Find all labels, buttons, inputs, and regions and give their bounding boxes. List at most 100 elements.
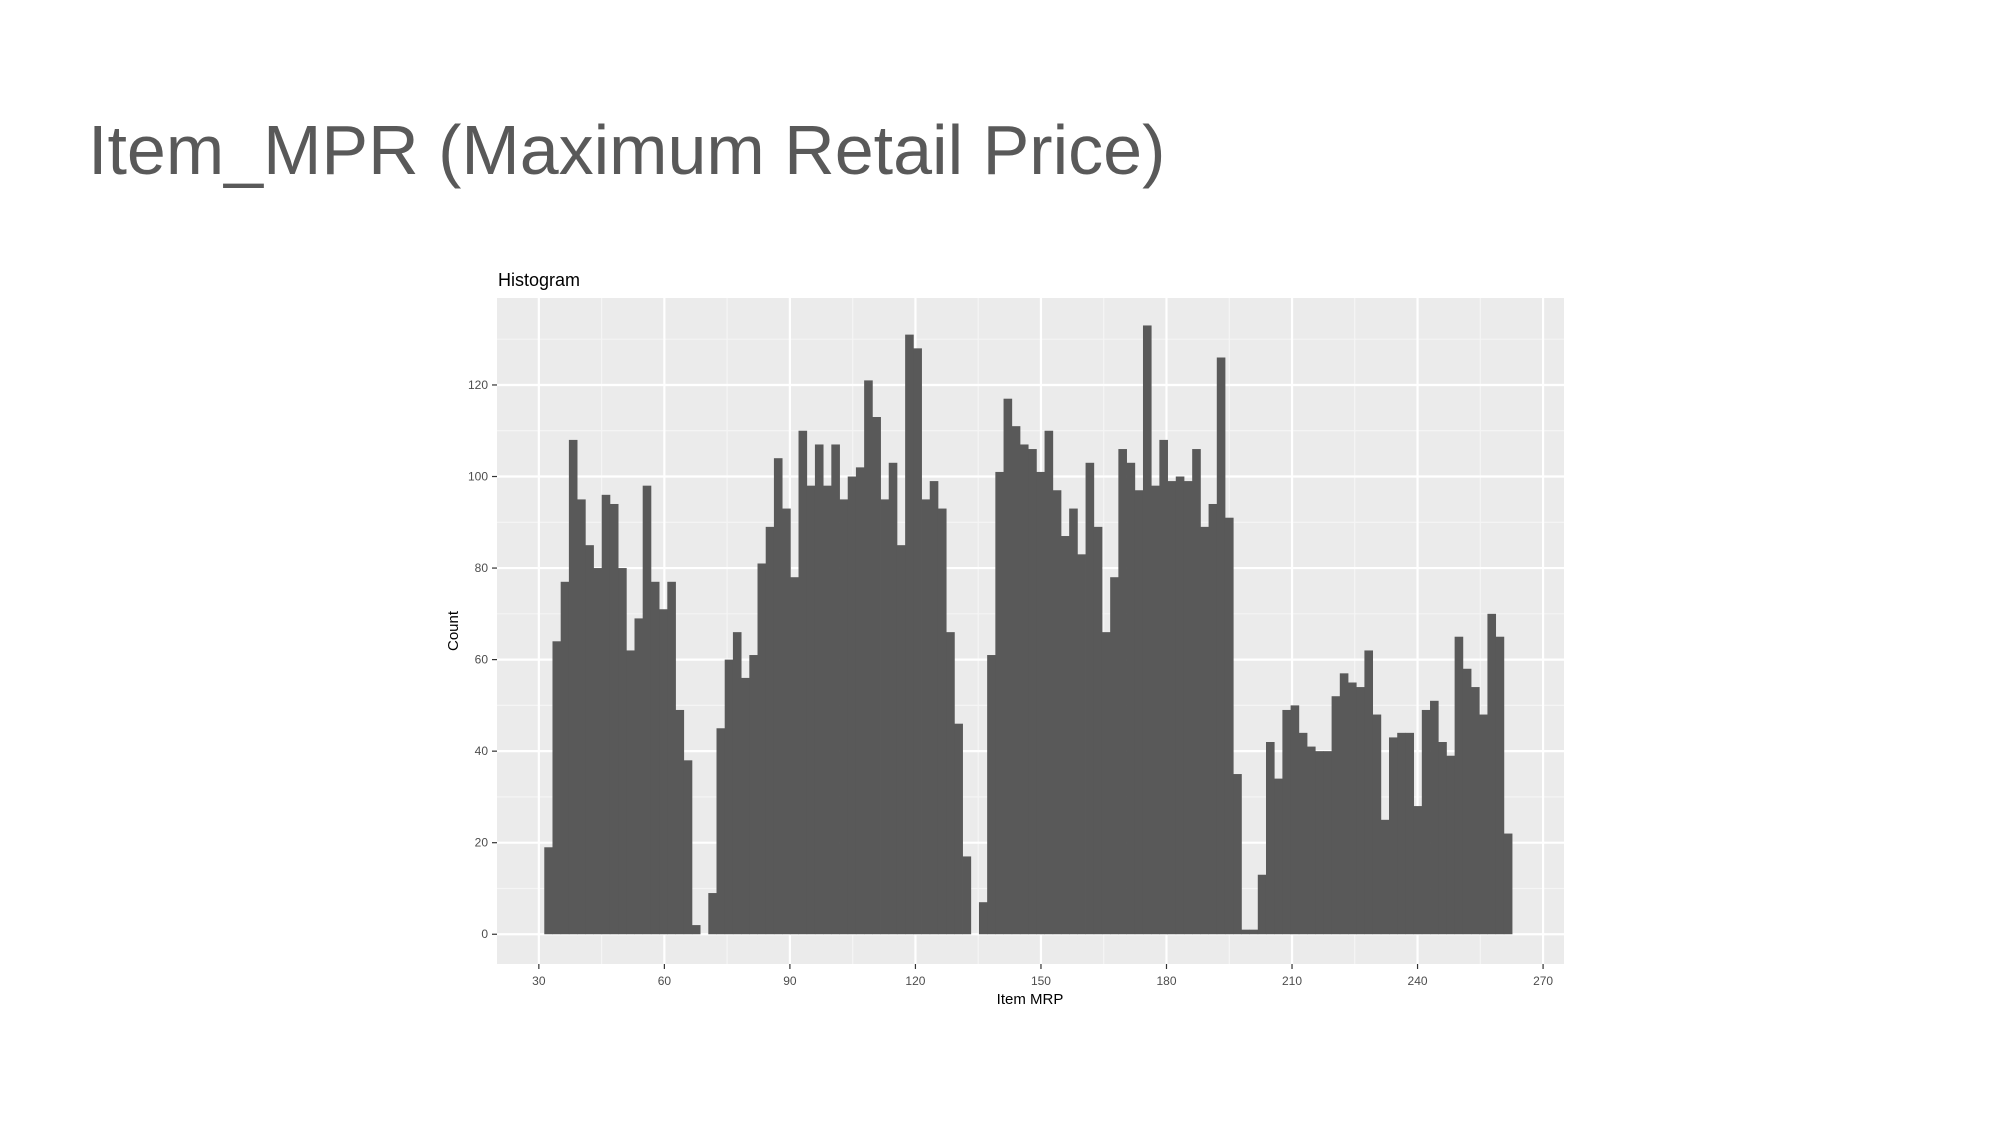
histogram-bar: [626, 650, 635, 935]
histogram-bar: [741, 677, 750, 935]
histogram-bar: [1126, 462, 1136, 935]
y-axis-title: Count: [445, 610, 462, 651]
histogram-bar: [1003, 398, 1013, 935]
y-tick-label: 40: [475, 744, 489, 758]
histogram-bar: [1503, 833, 1513, 935]
histogram-bar: [1306, 746, 1316, 935]
histogram-bar: [1134, 490, 1144, 935]
histogram-bar: [1356, 687, 1365, 935]
histogram-bar: [1159, 439, 1168, 935]
histogram-bar: [1011, 426, 1021, 935]
histogram-bar: [1110, 577, 1119, 935]
histogram-bar: [1093, 526, 1103, 935]
y-tick-label: 20: [475, 836, 489, 850]
y-tick-label: 120: [468, 378, 488, 392]
histogram-bar: [757, 563, 767, 935]
histogram-bar: [1339, 673, 1349, 935]
histogram-bar: [888, 462, 898, 935]
histogram-bar: [642, 485, 652, 935]
histogram-bar: [1060, 536, 1070, 935]
histogram-bar: [1118, 449, 1127, 935]
histogram-bar: [659, 609, 668, 935]
x-tick-label: 240: [1408, 974, 1428, 988]
histogram-bar: [1265, 742, 1275, 935]
histogram-bar: [650, 581, 660, 935]
histogram-bar: [1052, 490, 1062, 935]
histogram-bar: [1241, 929, 1250, 935]
histogram-bar: [1069, 508, 1078, 935]
histogram-bar: [1421, 709, 1431, 935]
histogram-bar: [823, 485, 832, 935]
histogram-bar: [1208, 503, 1218, 935]
histogram-bar: [987, 655, 996, 935]
histogram-bar: [1233, 774, 1242, 935]
histogram-bar: [1462, 668, 1472, 935]
histogram-bars: [544, 325, 1513, 935]
histogram-bar: [798, 430, 808, 935]
histogram-bar: [544, 847, 553, 935]
histogram-bar: [1036, 471, 1045, 935]
histogram-bar: [1028, 449, 1037, 935]
histogram-bar: [1282, 709, 1291, 935]
histogram-bar: [864, 380, 873, 935]
histogram-bar: [601, 494, 611, 935]
y-tick-label: 60: [475, 653, 489, 667]
histogram-bar: [880, 499, 890, 935]
histogram-bar: [995, 471, 1004, 935]
histogram-bar: [1151, 485, 1160, 935]
histogram-bar: [1413, 806, 1423, 935]
histogram-bar: [634, 618, 644, 935]
histogram-bar: [896, 545, 906, 935]
histogram-bar: [1364, 650, 1374, 935]
x-tick-label: 30: [532, 974, 546, 988]
slide-title: Item_MPR (Maximum Retail Price): [88, 111, 1166, 189]
histogram-bar: [1397, 732, 1406, 935]
histogram-bar: [577, 499, 586, 935]
histogram-bar: [585, 545, 594, 935]
histogram-bar: [855, 467, 865, 935]
histogram-bar: [1495, 636, 1505, 935]
histogram-bar: [552, 641, 562, 935]
histogram-bar: [929, 481, 939, 935]
histogram-bar: [1019, 444, 1029, 935]
histogram-bar: [568, 439, 578, 935]
histogram-bar: [1257, 874, 1267, 935]
histogram-bar: [782, 508, 791, 935]
x-tick-label: 90: [783, 974, 797, 988]
histogram-bar: [872, 417, 881, 935]
histogram-bar: [1389, 737, 1398, 935]
histogram-bar: [790, 577, 799, 935]
histogram-bar: [1077, 554, 1086, 935]
histogram-bar: [724, 659, 734, 935]
histogram-bar: [946, 632, 955, 935]
histogram-bar: [1454, 636, 1464, 935]
histogram-bar: [1331, 696, 1341, 935]
histogram-bar: [1167, 481, 1177, 935]
histogram-bar: [618, 568, 627, 935]
histogram-bar: [593, 568, 603, 935]
x-tick-label: 210: [1282, 974, 1302, 988]
y-tick-label: 0: [481, 927, 488, 941]
histogram-bar: [1298, 732, 1308, 935]
histogram-bar: [1372, 714, 1382, 935]
histogram-bar: [1249, 929, 1259, 935]
histogram-bar: [1487, 613, 1497, 935]
histogram-bar: [1274, 778, 1283, 935]
x-axis: 30 60 90 120 150 180 210 240 270: [532, 964, 1553, 988]
histogram-bar: [847, 476, 857, 935]
y-axis: 0 20 40 60 80 100 120: [468, 378, 497, 941]
histogram-bar: [806, 485, 816, 935]
chart-title: Histogram: [498, 270, 580, 290]
histogram-bar: [954, 723, 963, 935]
histogram-bar: [1323, 751, 1333, 935]
histogram-bar: [749, 655, 758, 935]
histogram-bar: [1446, 755, 1456, 935]
histogram-bar: [667, 581, 676, 935]
histogram-bar: [937, 508, 947, 935]
x-tick-label: 150: [1031, 974, 1051, 988]
histogram-bar: [560, 581, 570, 935]
histogram-bar: [1200, 526, 1209, 935]
histogram-bar: [1224, 517, 1234, 935]
histogram-bar: [1405, 732, 1415, 935]
